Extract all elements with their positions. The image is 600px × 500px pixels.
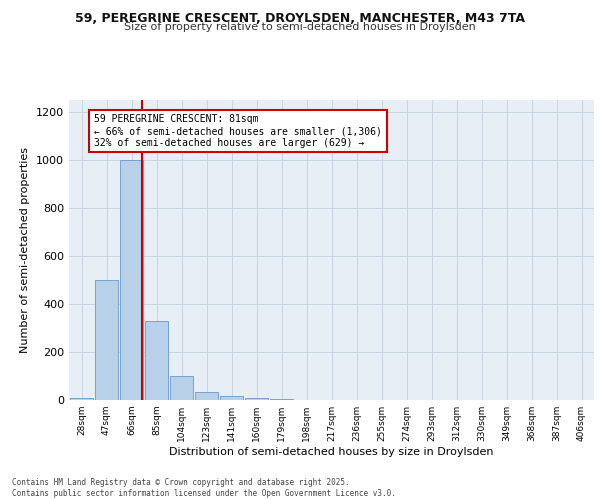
Bar [170, 376, 193, 400]
Text: Contains HM Land Registry data © Crown copyright and database right 2025.
Contai: Contains HM Land Registry data © Crown c… [12, 478, 396, 498]
Text: 59 PEREGRINE CRESCENT: 81sqm
← 66% of semi-detached houses are smaller (1,306)
3: 59 PEREGRINE CRESCENT: 81sqm ← 66% of se… [94, 114, 382, 148]
Bar [245, 398, 268, 400]
X-axis label: Distribution of semi-detached houses by size in Droylsden: Distribution of semi-detached houses by … [169, 447, 494, 457]
Bar [70, 398, 93, 400]
Bar [95, 280, 118, 400]
Text: 59, PEREGRINE CRESCENT, DROYLSDEN, MANCHESTER, M43 7TA: 59, PEREGRINE CRESCENT, DROYLSDEN, MANCH… [75, 12, 525, 26]
Text: Size of property relative to semi-detached houses in Droylsden: Size of property relative to semi-detach… [124, 22, 476, 32]
Bar [120, 160, 143, 400]
Bar [220, 396, 243, 400]
Y-axis label: Number of semi-detached properties: Number of semi-detached properties [20, 147, 31, 353]
Bar [195, 392, 218, 400]
Bar [145, 321, 168, 400]
